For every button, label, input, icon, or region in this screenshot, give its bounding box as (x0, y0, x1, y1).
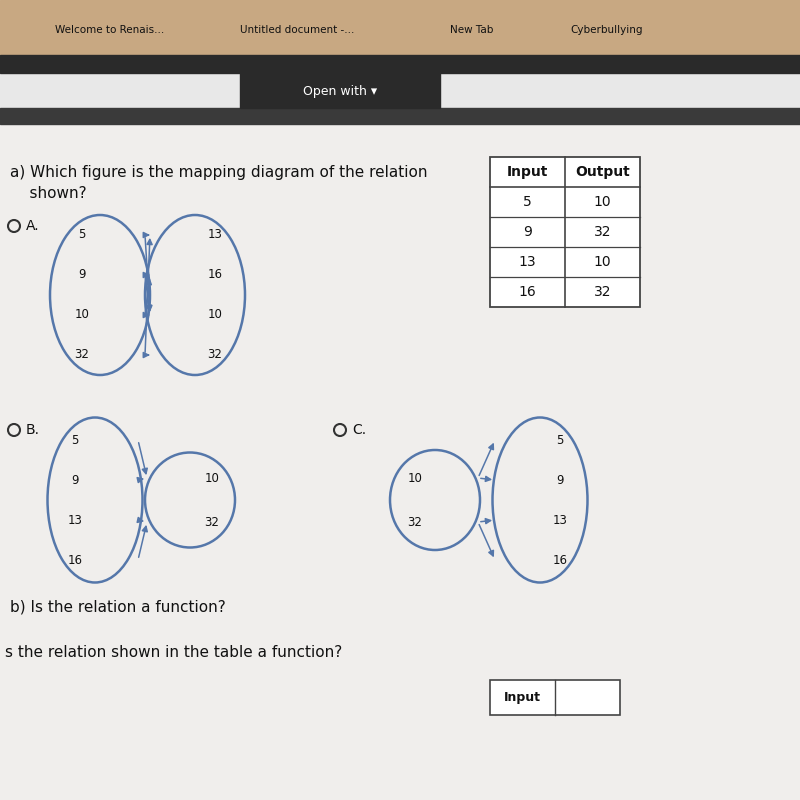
Text: Welcome to Renais...: Welcome to Renais... (55, 25, 164, 35)
Text: 32: 32 (594, 285, 611, 299)
Text: 13: 13 (553, 514, 567, 526)
Text: 32: 32 (205, 515, 219, 529)
Text: 5: 5 (78, 229, 86, 242)
Text: 9: 9 (71, 474, 78, 486)
Text: 16: 16 (553, 554, 567, 566)
Text: New Tab: New Tab (450, 25, 494, 35)
Bar (240, 73, 440, 108)
Text: 13: 13 (207, 229, 222, 242)
Text: B.: B. (26, 423, 40, 437)
Text: 5: 5 (523, 195, 532, 209)
Text: 10: 10 (594, 255, 611, 269)
Text: 32: 32 (207, 349, 222, 362)
Text: 10: 10 (207, 309, 222, 322)
Text: 5: 5 (556, 434, 564, 446)
Text: 9: 9 (523, 225, 532, 239)
Text: 16: 16 (518, 285, 536, 299)
Text: b) Is the relation a function?: b) Is the relation a function? (10, 600, 226, 615)
Text: a) Which figure is the mapping diagram of the relation: a) Which figure is the mapping diagram o… (10, 165, 427, 180)
Bar (0, 55, 800, 73)
Text: Cyberbullying: Cyberbullying (570, 25, 642, 35)
Text: 10: 10 (407, 471, 422, 485)
Text: Untitled document -...: Untitled document -... (240, 25, 354, 35)
Text: C.: C. (352, 423, 366, 437)
Text: 13: 13 (67, 514, 82, 526)
Text: 16: 16 (207, 269, 222, 282)
Text: 32: 32 (407, 515, 422, 529)
Bar (490, 680, 620, 715)
Text: Output: Output (575, 165, 630, 179)
Text: 32: 32 (594, 225, 611, 239)
Text: 10: 10 (594, 195, 611, 209)
Bar (0, 108, 800, 124)
Text: 13: 13 (518, 255, 536, 269)
Text: 9: 9 (78, 269, 86, 282)
Text: 10: 10 (205, 471, 219, 485)
Text: 5: 5 (71, 434, 78, 446)
Bar (0, 124, 800, 800)
Text: Open with ▾: Open with ▾ (303, 85, 377, 98)
Text: 10: 10 (74, 309, 90, 322)
Text: Input: Input (503, 690, 541, 703)
Text: s the relation shown in the table a function?: s the relation shown in the table a func… (5, 645, 342, 660)
Text: 9: 9 (556, 474, 564, 486)
Text: 32: 32 (74, 349, 90, 362)
Text: Input: Input (507, 165, 548, 179)
Text: shown?: shown? (10, 186, 86, 201)
Text: A.: A. (26, 219, 40, 233)
Bar (0, 0, 800, 55)
Bar (490, 157, 640, 307)
Text: 16: 16 (67, 554, 82, 566)
